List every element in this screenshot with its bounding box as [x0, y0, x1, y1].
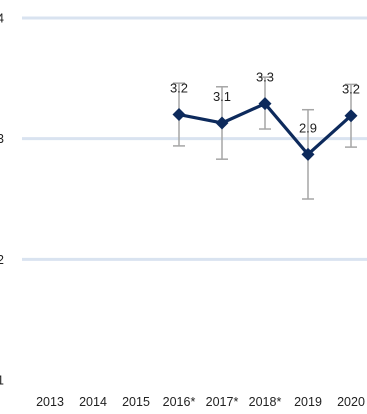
y-axis-ticks: 1 2 3 4: [0, 12, 4, 388]
x-tick-label: 2015: [122, 395, 150, 409]
data-label: 2.9: [299, 120, 317, 135]
y-tick-label-4: 4: [0, 12, 4, 26]
x-tick-label: 2018*: [249, 395, 282, 409]
series-markers: [172, 97, 358, 161]
x-tick-label: 2016*: [163, 395, 196, 409]
y-tick-label-3: 3: [0, 132, 4, 146]
data-point-marker: [172, 108, 186, 122]
x-tick-label: 2013: [36, 395, 64, 409]
x-tick-label: 2019: [294, 395, 322, 409]
data-label: 3.2: [170, 81, 188, 96]
y-tick-label-1: 1: [0, 374, 4, 388]
x-tick-label: 2014: [79, 395, 107, 409]
x-tick-label: 2017*: [206, 395, 239, 409]
data-label: 3.2: [342, 82, 360, 97]
y-tick-label-2: 2: [0, 253, 4, 267]
x-axis-ticks: 2013 2014 2015 2016* 2017* 2018* 2019 2020: [36, 395, 365, 409]
data-point-marker: [344, 109, 358, 123]
data-label: 3.1: [213, 89, 231, 104]
data-label: 3.3: [256, 70, 274, 85]
data-point-marker: [215, 116, 229, 130]
gridlines: [22, 16, 367, 261]
data-point-marker: [301, 147, 315, 161]
data-labels: 3.2 3.1 3.3 2.9 3.2: [170, 70, 360, 136]
x-tick-label: 2020: [337, 395, 365, 409]
data-point-marker: [258, 97, 272, 111]
